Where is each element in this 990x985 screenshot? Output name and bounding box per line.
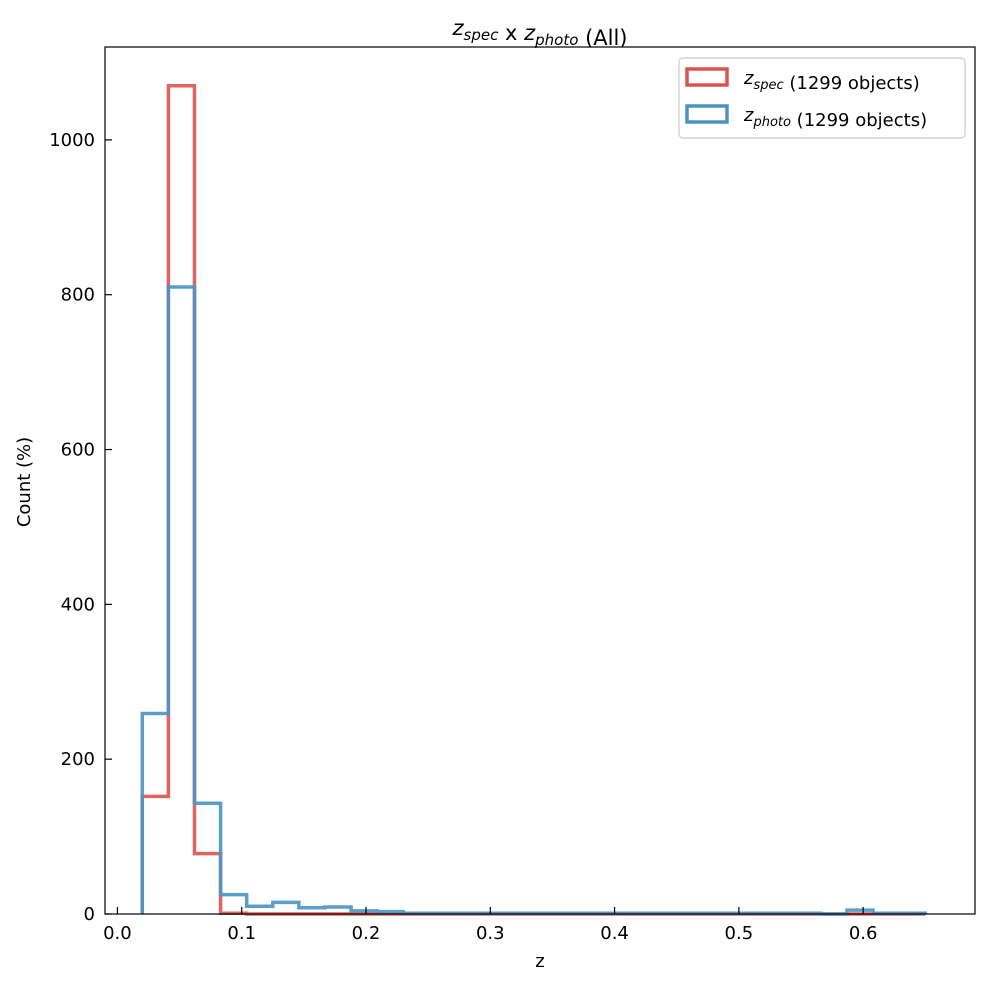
x-tick-label: 0.0 [103, 923, 132, 944]
y-tick-label: 0 [84, 904, 95, 925]
y-tick-label: 800 [61, 285, 95, 306]
legend-label-zspec: zspec (1299 objects) [743, 68, 920, 94]
legend-label-zphoto: zphoto (1299 objects) [743, 105, 927, 131]
x-tick-label: 0.5 [725, 923, 754, 944]
plot-frame [104, 46, 976, 915]
y-tick-label: 1000 [49, 130, 95, 151]
y-tick-label: 400 [61, 594, 95, 615]
x-tick-label: 0.6 [849, 923, 878, 944]
x-tick-label: 0.2 [352, 923, 381, 944]
y-axis-ticks: 0 200 400 600 800 1000 [49, 130, 112, 925]
zspec-histogram-series [140, 83, 926, 916]
x-axis-ticks: 0.0 0.1 0.2 0.3 0.4 0.5 0.6 [103, 907, 877, 944]
legend-box [678, 57, 966, 139]
y-axis-label: Count (%) [14, 437, 35, 527]
zphoto-histogram-series [140, 285, 928, 916]
series-layer [140, 83, 928, 916]
x-axis-label: z [535, 951, 544, 972]
chart-title: zspec x zphoto (All) [451, 16, 627, 50]
y-tick-label: 600 [61, 440, 95, 461]
x-tick-label: 0.4 [600, 923, 629, 944]
x-tick-label: 0.1 [227, 923, 256, 944]
y-tick-label: 200 [61, 749, 95, 770]
legend-swatch-zphoto [685, 104, 729, 124]
legend-swatch-zspec [685, 67, 729, 87]
legend: zspec (1299 objects) zphoto (1299 objects… [678, 57, 966, 139]
x-tick-label: 0.3 [476, 923, 505, 944]
